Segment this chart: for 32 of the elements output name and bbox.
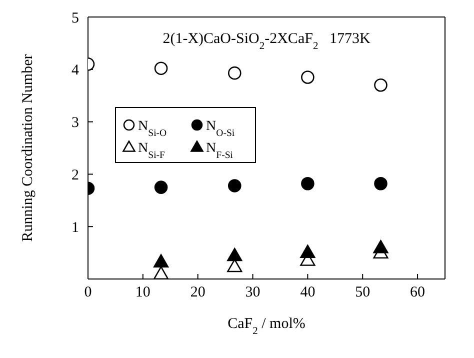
point — [374, 78, 388, 92]
y-axis-title: Running Coordination Number — [20, 54, 36, 242]
point — [300, 244, 316, 258]
legend-label: N$_{O-Si}$ — [206, 119, 235, 138]
point — [154, 62, 168, 75]
legend-label: N$_{Si-O}$ — [138, 119, 167, 138]
point — [227, 248, 242, 262]
x-tick-label: 50 — [355, 284, 370, 301]
point — [154, 266, 169, 279]
x-tick-label: 0 — [84, 284, 92, 301]
text: 2(1-X)CaO-SiO$_{2}$-2XCaF$_{2}$ 1773K — [162, 31, 370, 52]
point — [373, 240, 388, 254]
x-tick-label: 40 — [300, 284, 316, 301]
y-tick-label: 5 — [72, 10, 79, 26]
legend-label: N$_{Si-F}$ — [138, 141, 166, 160]
legend-label: N$_{F-Si}$ — [206, 141, 234, 160]
point — [154, 254, 169, 268]
point — [301, 176, 314, 190]
x-axis-title: CaF$_{2}$ / mol% — [228, 316, 306, 336]
x-tick-label: 30 — [245, 284, 260, 301]
point — [154, 180, 168, 194]
y-tick-label: 1 — [72, 220, 79, 236]
y-tick-label: 4 — [72, 62, 80, 79]
x-tick-label: 20 — [190, 284, 206, 301]
point — [228, 179, 242, 192]
y-tick-label: 3 — [72, 115, 79, 132]
y-tick-label: 2 — [72, 168, 79, 184]
x-tick-label: 10 — [135, 284, 150, 301]
x-tick-label: 60 — [410, 284, 426, 301]
point — [374, 176, 388, 190]
point — [228, 66, 242, 80]
point — [301, 70, 314, 84]
